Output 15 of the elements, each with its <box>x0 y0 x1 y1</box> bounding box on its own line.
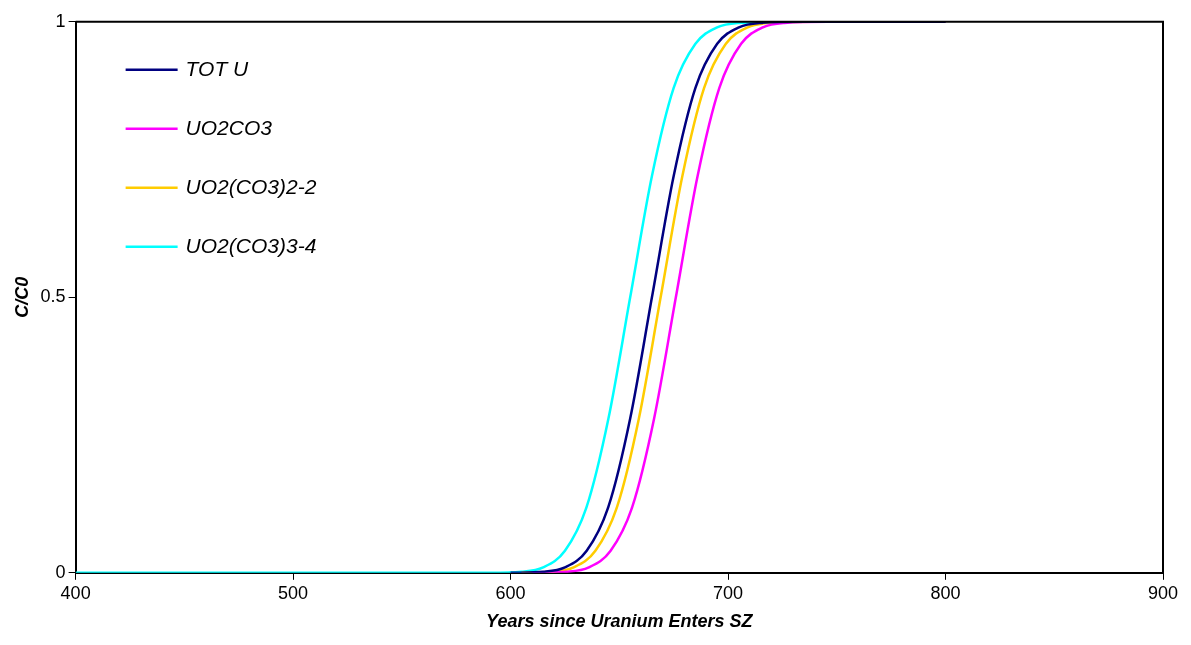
y-tick-label: 0.5 <box>40 286 66 307</box>
legend-label: UO2(CO3)3-4 <box>185 233 317 257</box>
x-tick-label: 500 <box>278 582 309 603</box>
x-tick-label: 400 <box>60 582 91 603</box>
y-tick-label: 0 <box>55 561 66 582</box>
legend-label: TOT U <box>185 56 250 80</box>
x-tick-label: 600 <box>495 582 526 603</box>
x-tick-label: 700 <box>713 582 744 603</box>
x-axis-title: Years since Uranium Enters SZ <box>486 611 754 632</box>
y-axis-title: C/C0 <box>11 276 32 318</box>
legend-label: UO2(CO3)2-2 <box>185 174 317 198</box>
x-tick-label: 900 <box>1147 582 1179 603</box>
x-tick-label: 800 <box>930 582 961 603</box>
legend-label: UO2CO3 <box>185 115 273 139</box>
y-tick-label: 1 <box>55 10 66 31</box>
